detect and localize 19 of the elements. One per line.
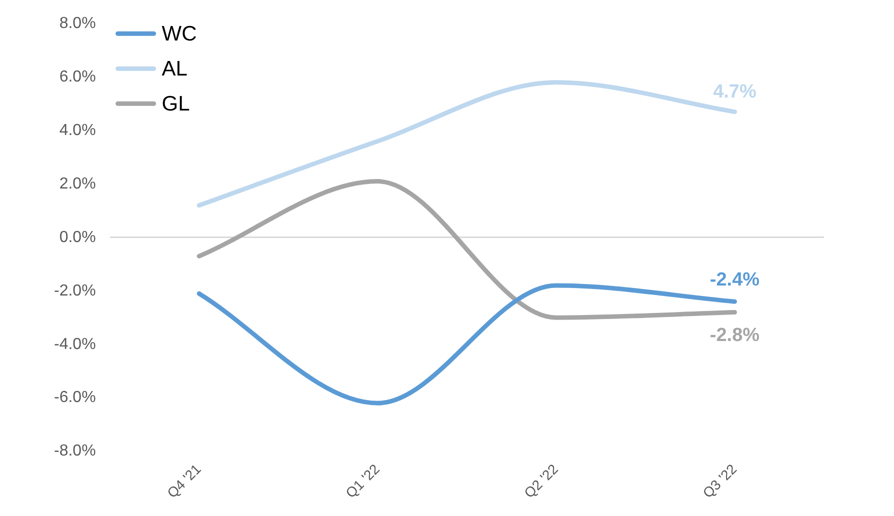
y-tick-label: 0.0% (59, 228, 96, 246)
y-tick-label: -2.0% (54, 282, 96, 300)
legend-label: AL (162, 57, 188, 80)
legend-label: WC (162, 22, 197, 46)
x-tick-label: Q3 '22 (699, 460, 740, 501)
x-tick-label: Q4 '21 (164, 460, 204, 501)
y-tick-label: -4.0% (54, 336, 96, 353)
y-tick-label: 6.0% (59, 68, 96, 86)
data-label: -2.8% (710, 325, 760, 346)
x-tick-label: Q2 '22 (520, 460, 562, 501)
data-label: -2.4% (710, 269, 760, 290)
y-tick-label: 4.0% (59, 122, 96, 139)
y-tick-label: 2.0% (59, 175, 96, 192)
y-tick-label: -8.0% (54, 442, 96, 460)
legend-label: GL (162, 92, 190, 116)
y-tick-label: -6.0% (54, 389, 96, 406)
y-tick-label: 8.0% (59, 15, 96, 32)
x-tick-label: Q1 '22 (342, 460, 383, 501)
data-label: 4.7% (713, 82, 756, 103)
